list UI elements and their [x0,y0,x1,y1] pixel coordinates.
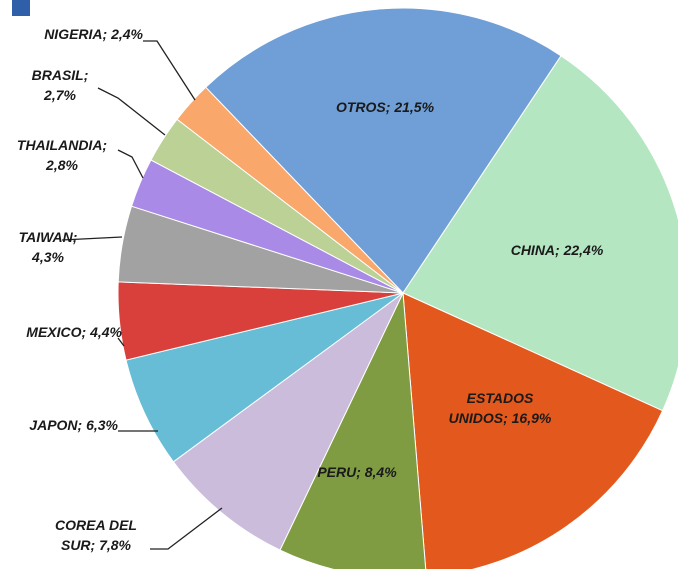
slice-label-line: BRASIL; [32,67,89,83]
slice-label-line: UNIDOS; 16,9% [449,410,552,426]
slice-label: ESTADOS UNIDOS; 16,9% [449,390,552,426]
slice-label-line: 2,8% [45,157,78,173]
pie-slice [176,86,404,294]
slice-label: CHINA; 22,4% [511,242,604,258]
slice-label-line: ESTADOS [467,390,534,406]
slice-label: JAPON; 6,3% [29,417,118,433]
slice-label-line: PERU; 8,4% [317,464,397,480]
slice-label-line: NIGERIA; 2,4% [44,26,143,42]
slice-label-line: SUR; 7,8% [61,537,132,553]
slice-label-line: TAIWAN; [19,229,78,245]
slice-label-line: CHINA; 22,4% [511,242,604,258]
slice-label: BRASIL; 2,7% [32,67,89,103]
slice-label: COREA DEL SUR; 7,8% [55,517,137,553]
slice-label: NIGERIA; 2,4% [44,26,143,42]
slice-label-line: THAILANDIA; [17,137,107,153]
pie-slice [205,7,562,294]
pie-slice [125,292,404,463]
pie-slice [172,292,404,551]
slice-label-line: 4,3% [31,249,64,265]
slice-label-line: 2,7% [43,87,76,103]
slice-label-line: OTROS; 21,5% [336,99,435,115]
pie-slice [279,291,427,569]
title-icon [12,0,30,16]
slice-label: THAILANDIA; 2,8% [17,137,107,173]
slice-label-line: JAPON; 6,3% [29,417,118,433]
leader-line [143,40,196,101]
slice-label-line: COREA DEL [55,517,137,533]
slice-label: MEXICO; 4,4% [26,324,122,340]
slice-label: PERU; 8,4% [317,464,397,480]
leader-line [117,337,125,347]
leader-line [61,236,123,241]
slice-label: OTROS; 21,5% [336,99,435,115]
slice-label-line: MEXICO; 4,4% [26,324,122,340]
pie-slice [402,55,678,412]
leader-line [117,149,144,179]
leader-line [150,507,223,550]
slice-label: TAIWAN; 4,3% [19,229,78,265]
pie-slice [402,292,664,569]
leader-line [97,87,166,136]
